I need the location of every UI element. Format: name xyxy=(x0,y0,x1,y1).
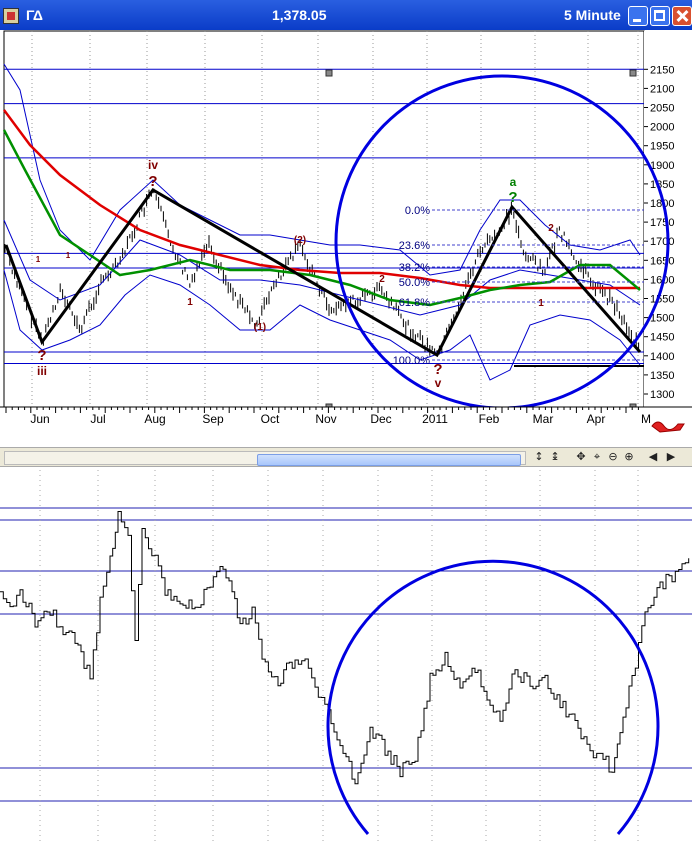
time-axis-label: Dec xyxy=(370,412,391,426)
price-axis-label: 1850 xyxy=(650,179,674,191)
time-axis-label: 2011 xyxy=(422,412,448,426)
moving-average-red xyxy=(2,109,640,290)
wave-label-v: v xyxy=(435,376,442,390)
scroll-thumb[interactable] xyxy=(257,454,521,466)
price-axis-label: 1650 xyxy=(650,255,674,267)
crosshair-icon[interactable]: ⌖ xyxy=(593,450,601,463)
bollinger-midline xyxy=(3,219,641,316)
bollinger-band xyxy=(3,269,641,381)
refresh-icon[interactable]: ↕ xyxy=(534,450,544,463)
indicator-highlight-circle[interactable] xyxy=(326,559,660,835)
time-axis-label: Feb xyxy=(479,412,500,426)
title-bar: ΓΔ 1,378.05 5 Minute xyxy=(0,0,692,30)
time-axis-area xyxy=(0,407,692,447)
wave-label-1: 1 xyxy=(66,251,71,260)
price-axis-label: 2150 xyxy=(650,64,674,76)
wave-label-2: 2 xyxy=(548,223,554,234)
price-axis-label: 1450 xyxy=(650,332,674,344)
price-axis-area xyxy=(644,31,692,408)
wave-question-mark: ? xyxy=(148,173,157,190)
plot-area xyxy=(3,30,645,408)
wave-label-a: a xyxy=(510,175,517,189)
fib-level-label: 38.2% xyxy=(399,262,430,274)
fib-level-label: 61.8% xyxy=(399,297,430,309)
indicator-line xyxy=(0,511,690,785)
wave-question-mark: ? xyxy=(508,189,517,206)
interval-label[interactable]: 5 Minute xyxy=(564,7,621,23)
time-axis-label: Aug xyxy=(144,412,165,426)
elliott-wave-line[interactable] xyxy=(4,188,642,358)
wave-label-paren-1: (1) xyxy=(254,322,266,333)
vertical-scale-icon[interactable]: ↨ xyxy=(550,450,560,463)
time-axis-label: Mar xyxy=(533,412,554,426)
price-axis-label: 1300 xyxy=(650,389,674,401)
zoom-out-icon[interactable]: ⊖ xyxy=(608,450,618,463)
time-axis-label: Jun xyxy=(30,412,49,426)
price-axis-label: 1700 xyxy=(650,236,674,248)
close-button[interactable] xyxy=(672,6,692,26)
minimize-button[interactable] xyxy=(628,6,648,26)
wave-label-1: 1 xyxy=(36,255,41,264)
move-icon[interactable]: ✥ xyxy=(576,450,586,463)
logo-icon[interactable] xyxy=(651,421,685,433)
fib-level-label: 100.0% xyxy=(393,355,431,367)
wave-question-mark: ? xyxy=(37,347,46,364)
indicator-chart[interactable] xyxy=(0,470,692,841)
wave-label-1: 1 xyxy=(538,298,544,309)
fib-level-label: 50.0% xyxy=(399,277,430,289)
price-axis-label: 1750 xyxy=(650,217,674,229)
horizontal-scrollbar[interactable]: ↕ ↨ ✥ ⌖ ⊖ ⊕ ◀ ▶ xyxy=(0,447,692,467)
time-axis-label: Oct xyxy=(261,412,280,426)
price-axis-label: 1500 xyxy=(650,313,674,325)
fib-level-label: 23.6% xyxy=(399,240,430,252)
fib-level-label: 0.0% xyxy=(405,205,430,217)
wave-label-iii: iii xyxy=(37,364,47,378)
scroll-right-icon[interactable]: ▶ xyxy=(666,450,676,463)
price-axis-label: 1550 xyxy=(650,294,674,306)
wave-label-2: 2 xyxy=(379,274,385,285)
wave-question-mark: ? xyxy=(433,361,442,378)
wave-label-paren-2: (2) xyxy=(294,235,306,246)
time-axis-label: Nov xyxy=(315,412,336,426)
price-axis-label: 1950 xyxy=(650,141,674,153)
price-chart[interactable]: 2150210020502000195019001850180017501700… xyxy=(0,30,692,447)
time-axis-label: M xyxy=(641,412,651,426)
anchor-marker[interactable] xyxy=(325,69,333,77)
time-axis-label: Jul xyxy=(90,412,105,426)
zoom-in-icon[interactable]: ⊕ xyxy=(624,450,634,463)
price-axis-label: 2050 xyxy=(650,103,674,115)
indicator-background xyxy=(0,470,692,841)
price-axis-label: 2000 xyxy=(650,122,674,134)
anchor-marker[interactable] xyxy=(629,69,637,77)
scroll-left-icon[interactable]: ◀ xyxy=(648,450,658,463)
wave-label-iv: iv xyxy=(148,158,158,172)
price-axis-label: 2100 xyxy=(650,83,674,95)
last-price: 1,378.05 xyxy=(272,7,327,23)
pane-separator xyxy=(0,467,692,472)
maximize-button[interactable] xyxy=(650,6,670,26)
wave-label-1: 1 xyxy=(187,297,193,308)
time-axis-label: Apr xyxy=(587,412,606,426)
time-axis-label: Sep xyxy=(202,412,224,426)
price-axis-label: 1350 xyxy=(650,370,674,382)
scroll-track[interactable] xyxy=(4,451,526,466)
app-icon[interactable] xyxy=(3,8,19,24)
symbol-label: ΓΔ xyxy=(26,7,43,23)
price-axis-label: 1900 xyxy=(650,160,674,172)
bollinger-band xyxy=(3,63,641,276)
price-axis-label: 1400 xyxy=(650,351,674,363)
